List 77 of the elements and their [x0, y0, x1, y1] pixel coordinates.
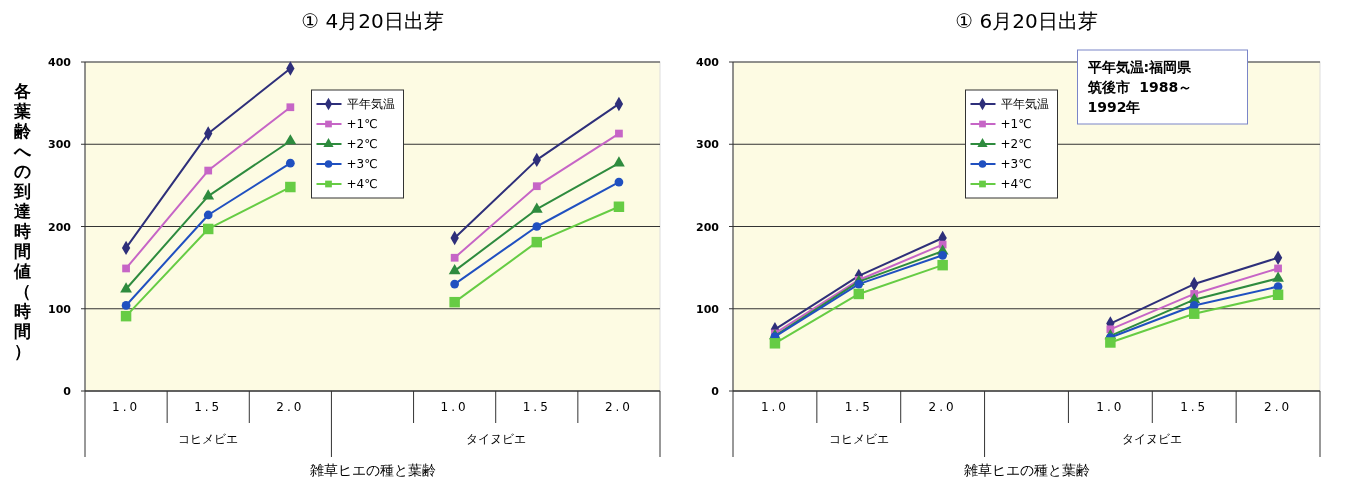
y-tick-label: 200 — [48, 220, 72, 234]
point — [286, 103, 295, 112]
x-tick-label: 1.0 — [1096, 400, 1125, 414]
x-tick-label: 1.5 — [522, 400, 551, 414]
point — [1273, 282, 1283, 291]
point — [853, 288, 865, 300]
text: 各葉齢への到達時間値（時間） — [13, 80, 31, 361]
chart-title: ① 6月20日出芽 — [955, 9, 1098, 33]
x-tick-label: 1.0 — [440, 400, 469, 414]
point — [531, 236, 543, 248]
y-tick-label: 200 — [696, 220, 720, 234]
y-tick-label: 100 — [696, 302, 720, 316]
y-tick-label: 400 — [48, 56, 72, 69]
point — [448, 264, 461, 275]
point — [613, 201, 625, 212]
legend-label: +3℃ — [346, 157, 378, 171]
point — [613, 156, 625, 167]
x-tick-label: 1.5 — [1180, 400, 1209, 414]
point — [284, 134, 297, 145]
point — [1188, 308, 1200, 319]
point — [854, 279, 864, 289]
legend-label: 平年気温 — [1000, 97, 1049, 111]
point — [614, 177, 624, 187]
point — [615, 129, 623, 138]
x-tick-label: 1.5 — [194, 400, 223, 414]
x-tick-label: 2.0 — [928, 400, 957, 414]
point — [122, 264, 130, 273]
text: タイヌビエ — [1122, 432, 1183, 446]
legend-label: +1℃ — [1000, 117, 1032, 131]
point — [450, 279, 460, 289]
point — [938, 250, 948, 260]
point — [1274, 264, 1282, 273]
x-axis-title: 雑草ヒエの種と葉齢 — [963, 462, 1090, 477]
x-tick-label: 1.0 — [760, 400, 789, 414]
text: タイヌビエ — [465, 432, 526, 446]
point — [120, 310, 132, 322]
point — [532, 182, 541, 191]
point — [449, 296, 460, 308]
x-tick-label: 1.5 — [844, 400, 873, 414]
legend-label: +4℃ — [346, 177, 378, 191]
point — [202, 223, 214, 235]
y-tick-label: 300 — [48, 138, 72, 152]
point — [1105, 337, 1116, 348]
legend-label: +2℃ — [346, 137, 378, 151]
point — [532, 222, 542, 231]
point — [1272, 271, 1284, 282]
point — [204, 166, 213, 175]
point — [530, 202, 543, 213]
point — [1272, 289, 1284, 301]
legend-label: +1℃ — [346, 117, 378, 131]
point — [285, 181, 296, 193]
y-tick-label: 300 — [696, 138, 720, 152]
legend-label: 平年気温 — [346, 97, 395, 111]
point — [120, 282, 132, 293]
chart-title: ① 4月20日出芽 — [301, 9, 444, 33]
legend-label: +2℃ — [1000, 137, 1032, 151]
legend-label: +4℃ — [1000, 177, 1032, 191]
y-tick-label: 0 — [711, 385, 720, 398]
x-tick-label: 1.0 — [112, 400, 141, 414]
text: コヒメビエ — [828, 432, 889, 446]
x-tick-label: 2.0 — [1264, 400, 1293, 414]
legend-label: +3℃ — [1000, 157, 1032, 171]
y-tick-label: 100 — [48, 302, 72, 316]
point — [285, 158, 295, 168]
point — [937, 259, 948, 271]
point — [202, 189, 215, 200]
point — [203, 210, 213, 220]
point — [450, 253, 459, 262]
point — [121, 301, 131, 310]
text: コヒメビエ — [178, 432, 239, 446]
x-axis-title: 雑草ヒエの種と葉齢 — [309, 462, 436, 477]
y-tick-label: 0 — [63, 385, 72, 398]
point — [769, 338, 781, 349]
annotation: 平年気温:福岡県筑後市 1988～1992年 — [1086, 59, 1193, 115]
x-tick-label: 2.0 — [276, 400, 305, 414]
x-tick-label: 2.0 — [604, 400, 633, 414]
y-tick-label: 400 — [696, 56, 720, 69]
